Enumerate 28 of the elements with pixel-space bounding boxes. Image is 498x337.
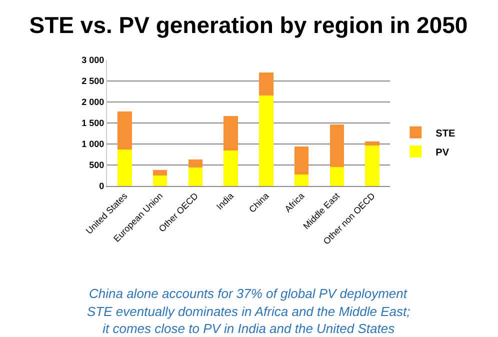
chart-title: STE vs. PV generation by region in 2050 [29, 12, 468, 38]
bar [259, 72, 274, 96]
bar [224, 116, 238, 150]
bar [188, 160, 203, 168]
bar [224, 150, 238, 186]
bar [294, 174, 309, 186]
bar [330, 167, 344, 186]
y-tick-label: 1 000 [82, 139, 104, 150]
bar [365, 145, 380, 186]
legend-label: PV [436, 147, 450, 158]
bar [259, 96, 274, 186]
y-tick-label: 2 500 [82, 76, 104, 86]
bar [294, 146, 309, 175]
bar [152, 170, 168, 176]
bar [330, 124, 344, 168]
y-tick-label: 500 [89, 160, 104, 170]
legend-label: STE [436, 128, 456, 140]
y-tick-label: 0 [99, 181, 104, 192]
text: STE eventually dominates in Africa and the Middle East; it comes close to PV in India and the United States [87, 304, 411, 336]
bar [188, 168, 203, 186]
y-tick-label: 2 000 [82, 97, 104, 108]
bar [365, 141, 380, 146]
bar [118, 112, 132, 150]
bar [118, 149, 132, 186]
y-tick-label: 3 000 [82, 55, 104, 66]
bar [152, 176, 168, 186]
text: China alone accounts for 37% of global PV deployment [89, 286, 408, 301]
y-tick-label: 1 500 [82, 118, 104, 128]
